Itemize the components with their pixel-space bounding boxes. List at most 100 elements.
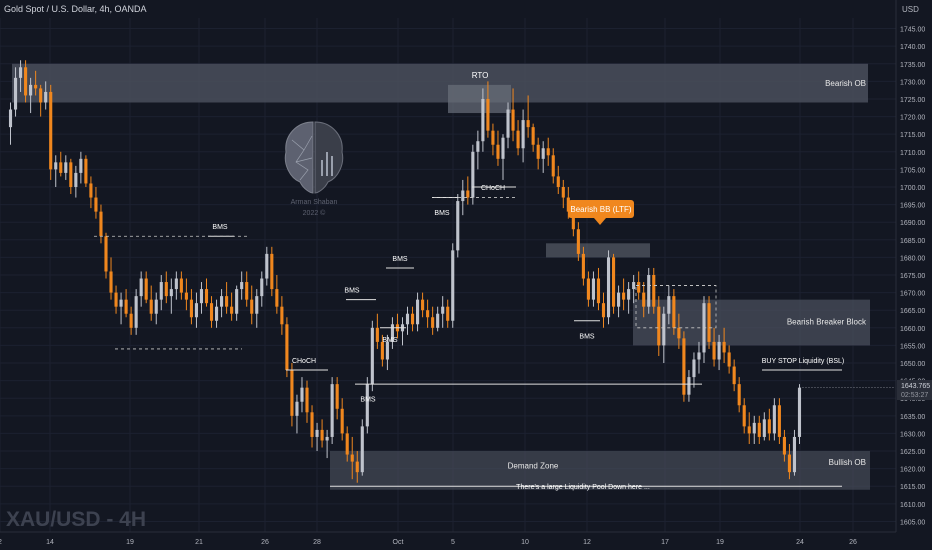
candle-body bbox=[164, 282, 168, 297]
candle-body bbox=[260, 278, 264, 297]
level-label: BMS bbox=[382, 337, 398, 344]
annotations: Bearish OB RTO Bearish BB (LTF) Bearish Bre… bbox=[94, 71, 896, 491]
time-axis[interactable]: 2 14 19 21 26 28 Oct 5 10 12 17 19 24 26 bbox=[0, 531, 896, 546]
candle-body bbox=[571, 211, 575, 230]
candle-body bbox=[410, 313, 415, 325]
time-tick-label: 2 bbox=[0, 539, 2, 546]
candle-body bbox=[466, 190, 470, 198]
price-tick-label: 1735.00 bbox=[900, 62, 925, 69]
price-tick-label: 1665.00 bbox=[900, 308, 925, 315]
candle-body bbox=[199, 289, 204, 304]
candle-body bbox=[54, 162, 58, 170]
candle-body bbox=[405, 313, 410, 325]
candle-body bbox=[8, 109, 13, 128]
candle-body bbox=[84, 158, 88, 184]
candle-body bbox=[194, 303, 199, 318]
zone-label: Bearish BB (LTF) bbox=[570, 205, 632, 214]
brand-year: 2022 © bbox=[303, 209, 327, 217]
time-tick-label: 12 bbox=[583, 539, 591, 546]
candle-body bbox=[491, 130, 495, 145]
candle-body bbox=[129, 313, 133, 328]
price-axis-bg bbox=[896, 0, 932, 550]
zones bbox=[12, 63, 870, 490]
candle-body bbox=[687, 377, 691, 395]
candle-body bbox=[531, 127, 535, 145]
candle-body bbox=[174, 278, 178, 290]
candle-body bbox=[471, 151, 475, 198]
candle-body bbox=[511, 109, 515, 131]
candle-body bbox=[606, 257, 611, 318]
chart-title: Gold Spot / U.S. Dollar, 4h, OANDA bbox=[4, 4, 147, 14]
zone-rect bbox=[12, 63, 868, 103]
price-tick-label: 1635.00 bbox=[900, 414, 925, 421]
level-label: BUY STOP Liquidity (BSL) bbox=[762, 358, 844, 365]
zone-label: RTO bbox=[472, 71, 489, 80]
candle-body bbox=[622, 292, 626, 300]
candle-body bbox=[69, 162, 73, 187]
candle-body bbox=[104, 236, 108, 272]
candle-body bbox=[275, 289, 279, 307]
candle-body bbox=[707, 303, 711, 342]
candle-body bbox=[617, 292, 621, 307]
candle-body bbox=[757, 422, 761, 437]
time-tick-label: 28 bbox=[313, 539, 321, 546]
price-axis[interactable]: 1605.00 1610.00 1615.00 1620.00 1625.00 1630.… bbox=[895, 0, 932, 550]
candle-body bbox=[255, 296, 259, 314]
candle-body bbox=[134, 296, 138, 328]
candle-body bbox=[285, 324, 289, 371]
candle-body bbox=[456, 201, 460, 251]
candle-body bbox=[365, 384, 369, 427]
candle-body bbox=[586, 278, 590, 300]
price-tick-label: 1730.00 bbox=[900, 79, 925, 86]
candle-body bbox=[611, 257, 616, 307]
candle-body bbox=[179, 278, 183, 293]
candle-body bbox=[34, 84, 38, 89]
candle-body bbox=[697, 352, 701, 360]
last-price-tag bbox=[897, 380, 932, 400]
candle-body bbox=[742, 405, 746, 427]
price-tick-label: 1715.00 bbox=[900, 132, 925, 139]
candle-body bbox=[647, 275, 651, 307]
candle-body bbox=[370, 327, 374, 385]
candle-body bbox=[682, 338, 686, 395]
candle-body bbox=[762, 419, 766, 437]
candle-body bbox=[501, 137, 505, 159]
candle-body bbox=[245, 282, 249, 300]
level-label: BMS bbox=[434, 210, 450, 217]
candle-body bbox=[184, 292, 188, 300]
zone-label: Bearish OB bbox=[825, 79, 866, 88]
candle-body bbox=[24, 67, 28, 96]
candle-body bbox=[295, 401, 299, 416]
candle-body bbox=[561, 186, 565, 198]
level-label: BMS bbox=[579, 333, 595, 340]
candle-body bbox=[64, 162, 68, 173]
price-tick-label: 1625.00 bbox=[900, 449, 925, 456]
candle-body bbox=[350, 454, 354, 462]
candle-body bbox=[99, 211, 103, 237]
price-tick-label: 1675.00 bbox=[900, 273, 925, 280]
candle-body bbox=[672, 296, 676, 328]
price-tick-label: 1660.00 bbox=[900, 326, 925, 333]
price-tick-label: 1745.00 bbox=[900, 27, 925, 34]
candle-body bbox=[451, 250, 455, 321]
candle-body bbox=[752, 422, 756, 434]
candle-body bbox=[662, 313, 666, 346]
candle-body bbox=[677, 327, 681, 339]
candle-body bbox=[481, 98, 485, 142]
brain-icon-right bbox=[314, 121, 344, 194]
candle-body bbox=[717, 341, 721, 360]
candle-body bbox=[556, 176, 560, 187]
zone-rect bbox=[330, 451, 870, 490]
candle-body bbox=[270, 253, 274, 290]
symbol-watermark: XAU/USD - 4H bbox=[6, 508, 146, 531]
candles bbox=[8, 60, 802, 483]
structure-dashed-box bbox=[635, 285, 717, 329]
brand-logo: Arman Shaban 2022 © bbox=[284, 121, 344, 217]
price-tick-label: 1700.00 bbox=[900, 185, 925, 192]
candle-body bbox=[787, 454, 791, 473]
candle-body bbox=[189, 299, 193, 318]
candle-body bbox=[19, 67, 23, 78]
time-tick-label: 14 bbox=[46, 539, 54, 546]
